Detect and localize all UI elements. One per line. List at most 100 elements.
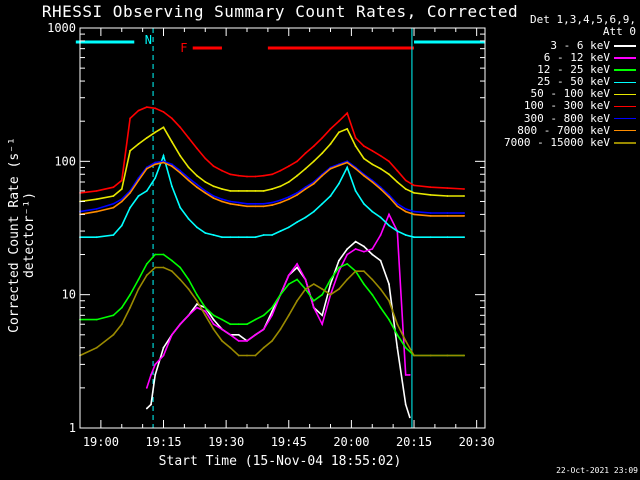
y-tick-label: 100 [54, 154, 76, 168]
legend-swatch [614, 45, 636, 47]
data-point [262, 202, 265, 205]
data-point [296, 221, 298, 224]
data-point [137, 278, 140, 281]
data-point [246, 190, 248, 192]
data-point [95, 346, 98, 349]
data-point [446, 187, 449, 190]
legend-entry: 3 - 6 keV [504, 39, 636, 52]
data-point [154, 161, 157, 164]
data-point [179, 126, 182, 129]
data-point [446, 236, 449, 239]
data-point [371, 278, 374, 281]
data-point [120, 200, 123, 203]
data-point [254, 190, 257, 192]
data-point [396, 169, 399, 172]
data-point [287, 314, 290, 317]
data-point [404, 210, 407, 213]
data-point [354, 240, 357, 243]
legend-swatch [614, 57, 636, 59]
data-point [379, 154, 382, 157]
data-point [312, 283, 315, 285]
data-point [396, 205, 399, 208]
data-point [388, 299, 390, 302]
data-point [338, 266, 340, 269]
data-point [279, 293, 282, 296]
data-point [388, 224, 390, 227]
data-point [363, 174, 365, 177]
data-point [329, 167, 332, 170]
data-point [145, 137, 148, 139]
data-point [429, 354, 432, 357]
data-point [145, 274, 148, 277]
data-point [404, 234, 407, 236]
data-point [112, 234, 115, 236]
data-point [404, 188, 407, 190]
data-point [371, 149, 374, 152]
data-point [354, 190, 357, 192]
legend-entry: 100 - 300 keV [504, 100, 636, 112]
legend-entry: 300 - 800 keV [504, 111, 636, 125]
data-point [171, 165, 173, 168]
legend-swatch [614, 142, 636, 144]
x-tick-label: 19:00 [83, 435, 119, 449]
data-point [262, 205, 265, 208]
data-point [354, 145, 357, 148]
data-point [287, 274, 290, 277]
series-line-7 [79, 161, 465, 217]
legend-entry: 6 - 12 keV [504, 51, 636, 65]
data-point [262, 190, 265, 192]
data-point [329, 278, 332, 281]
data-point [229, 202, 232, 205]
data-point [429, 194, 432, 196]
legend-label: 300 - 800 keV [523, 111, 610, 125]
flag-n-label: N [145, 33, 152, 47]
data-point [237, 174, 240, 177]
generation-timestamp: 22-Oct-2021 23:09 [556, 466, 638, 475]
data-point [187, 218, 190, 220]
data-point [254, 205, 257, 208]
data-point [388, 173, 390, 176]
data-point [229, 333, 232, 336]
data-point [179, 266, 182, 269]
data-point [329, 127, 332, 130]
data-point [388, 213, 390, 216]
data-point [429, 236, 432, 239]
data-point [338, 131, 340, 134]
data-point [371, 248, 374, 250]
data-point [304, 278, 307, 281]
data-point [150, 374, 152, 376]
data-point [262, 314, 265, 317]
data-point [371, 293, 374, 296]
legend-label: 6 - 12 keV [543, 51, 610, 65]
data-point [312, 299, 315, 302]
detector-list: Det 1,3,4,5,6,9, [530, 13, 636, 26]
data-point [129, 117, 132, 120]
data-point [120, 179, 123, 182]
data-point [95, 318, 98, 321]
data-point [212, 195, 215, 197]
data-point [187, 177, 190, 179]
data-point [187, 314, 190, 317]
data-point [145, 407, 148, 410]
data-point [413, 213, 415, 216]
data-point [338, 259, 340, 262]
x-tick-label: 19:15 [145, 435, 181, 449]
data-point [162, 111, 165, 113]
data-point [187, 137, 190, 139]
data-point [329, 283, 332, 285]
data-point [246, 323, 248, 326]
data-point [171, 140, 173, 143]
data-point [271, 201, 273, 204]
data-point [204, 310, 207, 313]
data-point [196, 293, 198, 296]
data-point [120, 323, 123, 326]
data-point [329, 195, 332, 197]
data-point [112, 186, 115, 189]
data-point [112, 202, 115, 205]
legend-label: 100 - 300 keV [523, 99, 610, 113]
data-point [296, 263, 298, 265]
data-point [129, 192, 132, 194]
data-point [179, 206, 182, 209]
data-point [296, 174, 298, 177]
